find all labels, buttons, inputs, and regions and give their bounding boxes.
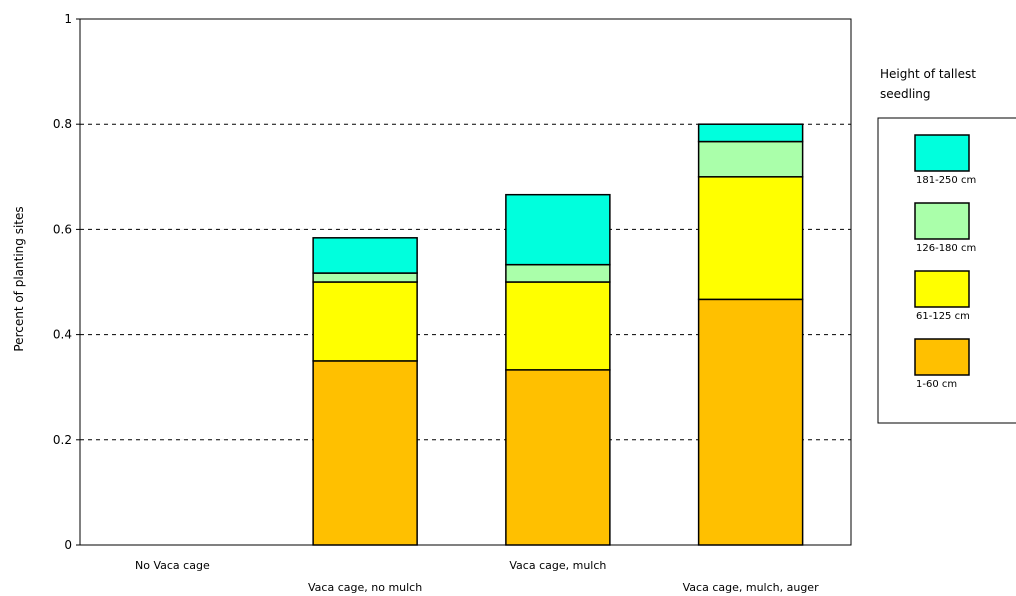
legend-swatch	[914, 134, 970, 172]
bar-segment	[505, 263, 611, 283]
y-axis-title: Percent of planting sites	[12, 206, 26, 351]
bar-segment	[697, 176, 804, 301]
legend-title: seedling	[880, 87, 931, 101]
legend: Height of tallest seedling 181-250 cm 126-1…	[877, 67, 1016, 424]
legend-label: 1-60 cm	[916, 379, 957, 390]
y-tick-label: 0.8	[53, 117, 72, 131]
y-tick-label: 0.6	[53, 222, 72, 236]
legend-swatch	[914, 338, 970, 376]
x-category-label: Vaca cage, mulch	[509, 559, 606, 572]
bar-segment	[697, 140, 804, 178]
legend-swatch	[914, 202, 970, 240]
legend-label: 181-250 cm	[916, 175, 976, 186]
legend-label: 126-180 cm	[916, 243, 976, 254]
bar-segment	[505, 369, 611, 546]
x-category-label: No Vaca cage	[135, 559, 210, 572]
bar-segment	[312, 360, 418, 546]
x-category-label: Vaca cage, mulch, auger	[683, 581, 819, 594]
y-tick-label: 0.2	[53, 433, 72, 447]
bar-segment	[312, 237, 418, 274]
plot-area: 0 0.2 0.4 0.6 0.8 1 No Vaca cage Vaca cage, no …	[53, 12, 852, 594]
legend-swatch	[914, 270, 970, 308]
x-category-label: Vaca cage, no mulch	[308, 581, 422, 594]
bar-segment	[697, 123, 804, 143]
y-tick-label: 0.4	[53, 328, 72, 342]
legend-title: Height of tallest	[880, 67, 976, 81]
bar-segment	[505, 193, 611, 266]
bar-segment	[697, 298, 804, 546]
bar-segment	[505, 281, 611, 371]
bar-segment	[312, 272, 418, 283]
y-tick-label: 0	[64, 538, 72, 552]
y-tick-label: 1	[64, 12, 72, 26]
legend-label: 61-125 cm	[916, 311, 970, 322]
bar-segment	[312, 281, 418, 362]
